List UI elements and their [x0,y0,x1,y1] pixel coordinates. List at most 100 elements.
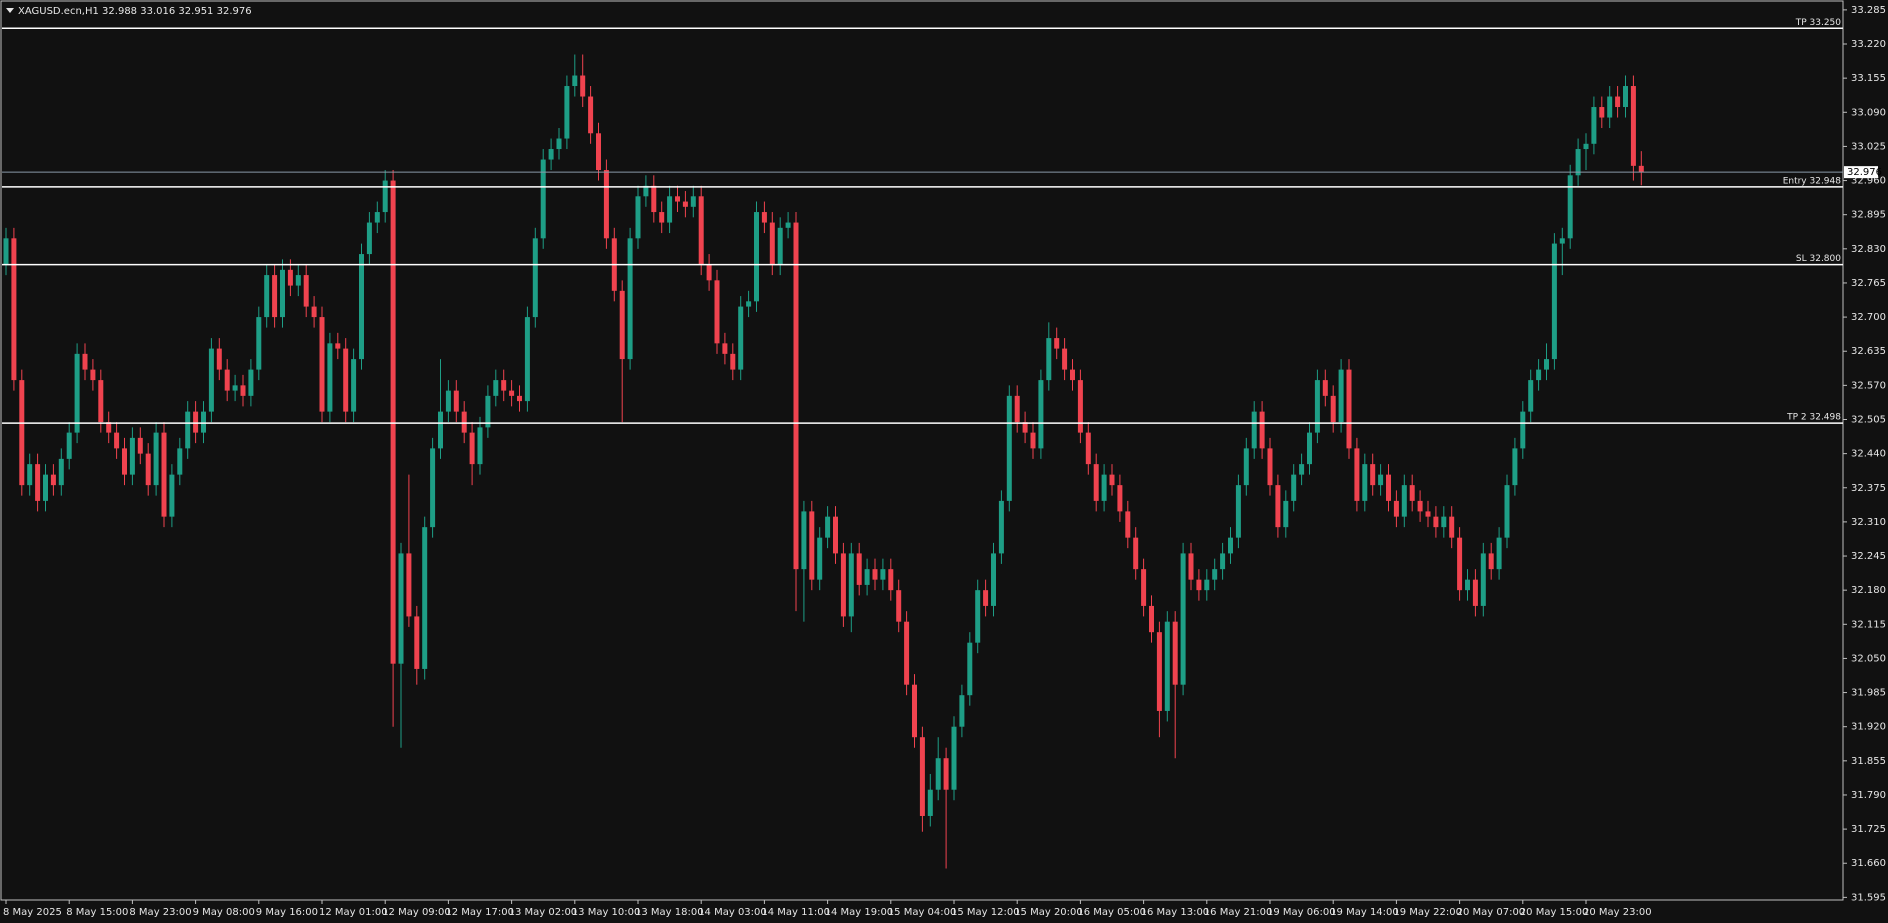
candle-body [272,275,278,318]
candle-body [983,590,989,606]
candle-body [280,269,285,318]
candle-body [1070,369,1075,381]
candle-body [1062,348,1068,370]
plot-frame [0,0,1844,901]
candle-body [1046,338,1052,381]
y-tick-label: 32.245 [1851,551,1886,562]
candle-body [1338,369,1344,423]
candle-body [1156,632,1162,711]
x-tick-label: 13 May 10:00 [572,907,641,918]
y-tick-label: 32.180 [1851,585,1886,596]
y-tick-label: 32.635 [1851,346,1886,357]
candle-body [327,343,333,412]
candle-body [382,180,388,213]
candle-body [1512,448,1518,486]
candle-body [856,553,862,585]
candle-body [90,369,96,381]
high-value: 33.016 [140,6,175,17]
candle-body [422,527,428,669]
candle-body [1504,485,1510,538]
x-tick-label: 16 May 13:00 [1141,907,1210,918]
candle-body [50,474,56,486]
candle-body [919,737,925,816]
candle-body [651,185,657,213]
candle-body [19,380,25,486]
candle-body [603,170,609,239]
candle-body [114,432,120,449]
candle-body [809,511,815,580]
candle-body [580,75,586,97]
candle-body [1449,516,1455,538]
x-tick-label: 19 May 06:00 [1267,907,1336,918]
x-tick-label: 19 May 22:00 [1393,907,1462,918]
candle-body [840,553,846,617]
candle-body [904,621,910,685]
candle-body [1457,537,1463,591]
candle-body [714,280,720,344]
candle-body [359,254,364,360]
candle-body [27,464,33,486]
candle-body [1220,553,1226,570]
candle-body [619,290,625,360]
candle-body [540,159,546,239]
candle-body [1472,579,1478,606]
candle-body [66,432,72,459]
candle-body [1314,380,1320,433]
candle-body [572,75,578,87]
x-tick-label: 8 May 15:00 [66,907,128,918]
candle-body [951,726,957,790]
candle-body [675,196,680,202]
candle-body [509,390,515,396]
level-label: TP 2 32.498 [1786,413,1841,423]
candle-body [1267,448,1273,486]
y-tick-label: 33.025 [1851,141,1886,152]
candle-body [1599,107,1605,118]
y-tick-label: 31.725 [1851,824,1886,835]
candle-body [1164,621,1170,711]
candle-body [1038,380,1044,449]
x-tick-label: 12 May 09:00 [382,907,451,918]
candle-body [374,212,380,223]
candle-body [1291,474,1297,501]
candle-body [11,238,17,381]
candle-body [1212,569,1218,580]
candle-body [532,238,538,318]
candle-body [706,264,712,281]
candle-body [1615,96,1621,108]
candle-body [311,306,317,318]
candle-body [1488,553,1494,570]
candle-body [517,395,522,402]
candle-body [58,458,64,486]
level-label: SL 32.800 [1796,254,1841,264]
candle-body [769,222,775,265]
candle-body [556,138,562,150]
menu-arrow[interactable] [6,8,14,13]
candle-body [1623,86,1628,108]
candle-body [777,227,783,265]
x-tick-label: 14 May 03:00 [698,907,767,918]
candle-body [1528,380,1534,412]
candle-body [896,590,902,622]
candle-body [888,569,894,591]
candle-body [548,149,554,160]
candle-body [1401,485,1407,517]
candle-body [596,133,601,171]
candle-body [1544,359,1549,370]
candle-body [122,448,127,475]
candle-body [1441,516,1447,528]
candle-body [1536,369,1542,381]
candle-body [1022,422,1028,433]
candle-body [635,196,641,239]
candle-body [1638,165,1644,173]
x-tick-label: 12 May 17:00 [445,907,514,918]
candle-body [817,537,823,580]
x-tick-label: 19 May 14:00 [1330,907,1399,918]
candle-body [967,642,973,696]
y-tick-label: 31.855 [1851,756,1886,767]
low-value: 32.951 [178,6,213,17]
candle-body [880,569,886,580]
candle-body [248,369,254,396]
candle-body [1520,411,1526,449]
candle-body [1204,579,1210,591]
candle-body [161,432,167,517]
